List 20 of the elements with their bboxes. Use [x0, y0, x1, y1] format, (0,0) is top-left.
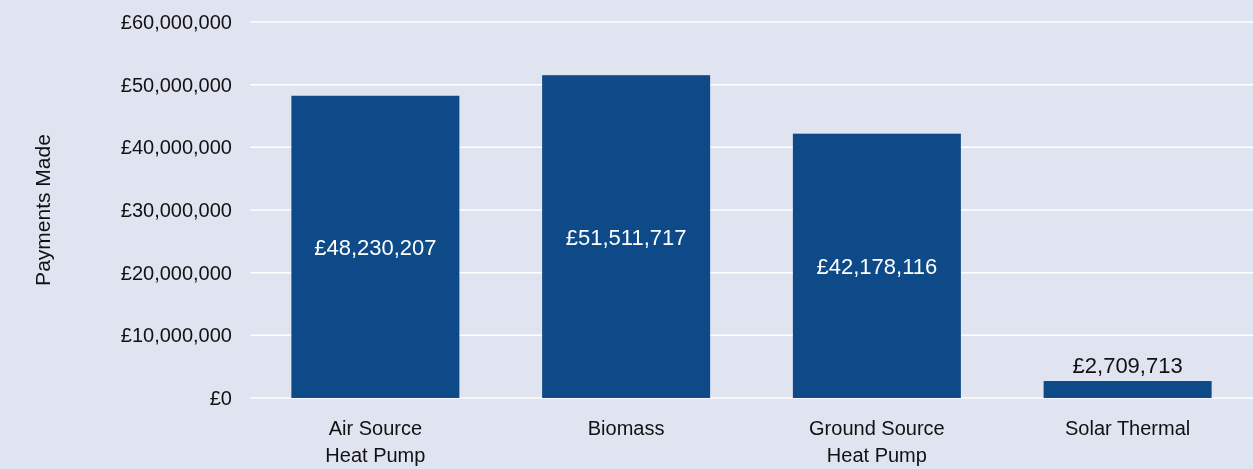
data-label: £51,511,717 — [565, 224, 687, 250]
y-axis-title: Payments Made — [31, 134, 54, 286]
bar — [1043, 381, 1212, 398]
x-tick-label: Ground Source Heat Pump — [809, 417, 945, 466]
y-tick-label: £10,000,000 — [120, 324, 232, 347]
bar — [291, 95, 460, 398]
y-tick-label: £60,000,000 — [120, 11, 232, 33]
x-tick-label: Solar Thermal — [1065, 417, 1191, 439]
y-tick-label: £50,000,000 — [120, 73, 232, 96]
data-label: £48,230,207 — [314, 234, 437, 260]
x-tick-label: Biomass — [587, 417, 665, 439]
y-tick-label: £30,000,000 — [120, 199, 232, 221]
bar — [542, 75, 711, 398]
data-label: £42,178,116 — [816, 253, 938, 279]
y-tick-label: £40,000,000 — [120, 136, 232, 159]
bar — [792, 133, 961, 398]
y-tick-label: £20,000,000 — [120, 261, 232, 284]
data-label: £2,709,713 — [1072, 353, 1183, 379]
y-tick-label: £0 — [209, 387, 232, 409]
x-tick-label: Air Source Heat Pump — [325, 417, 426, 466]
